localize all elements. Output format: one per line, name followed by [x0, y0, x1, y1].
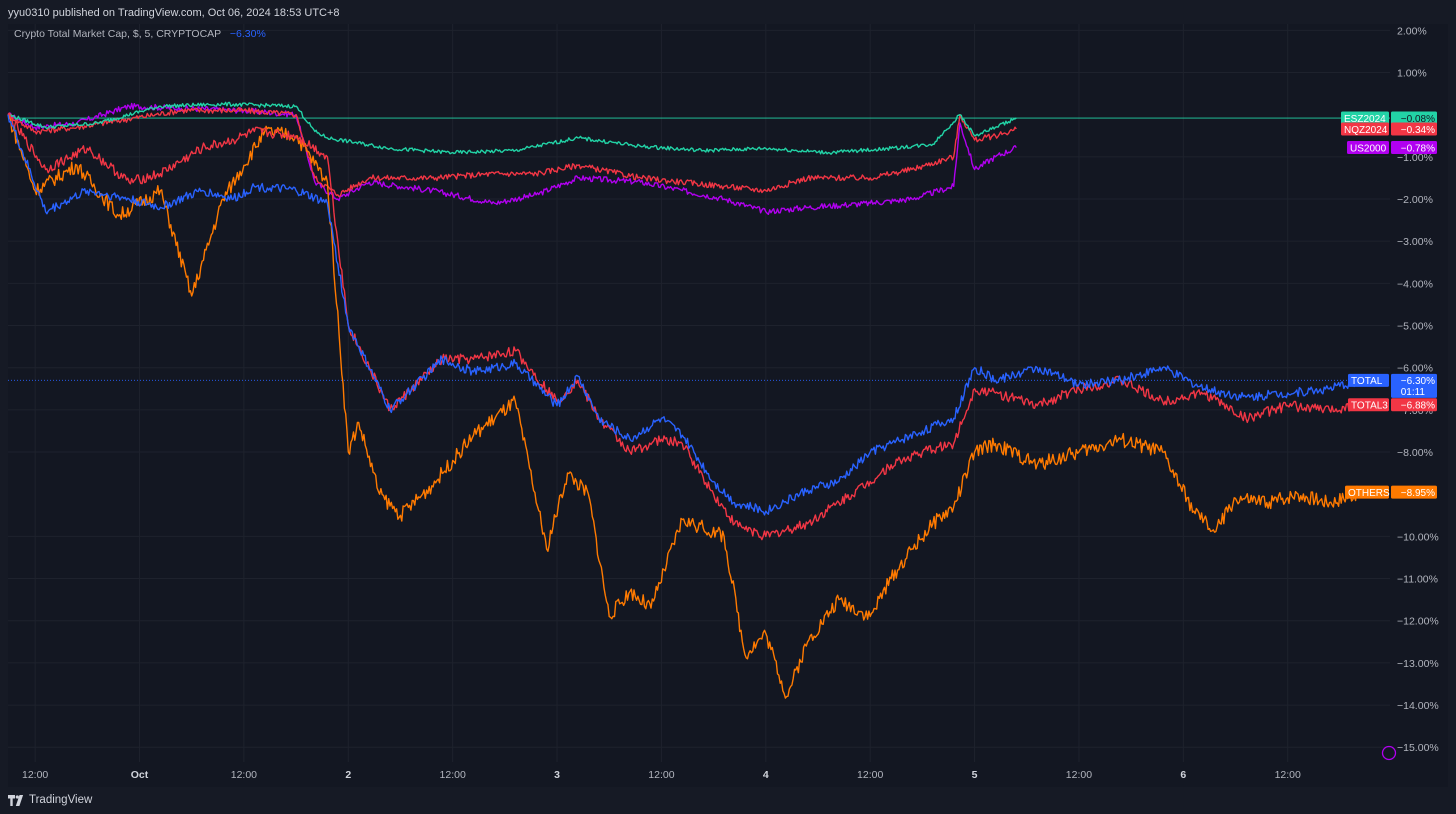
brand-label: TradingView: [29, 794, 93, 806]
series-tag-total: [1348, 373, 1389, 387]
y-tick-label-0: 2.00%: [1397, 25, 1427, 37]
x-tick-label-6: 12:00: [648, 769, 674, 781]
y-tick-label-10: −10.00%: [1397, 531, 1439, 543]
legend-change: −6.30%: [229, 28, 266, 40]
series-line-us2000: [7, 102, 1017, 215]
publisher-text: yyu0310 published on TradingView.com, Oc…: [8, 7, 340, 19]
x-tick-label-1: Oct: [131, 769, 149, 781]
y-tick-label-3: −2.00%: [1397, 194, 1433, 206]
series-tag-others: [1345, 485, 1389, 499]
x-tick-label-8: 12:00: [857, 769, 883, 781]
y-tick-label-2: −1.00%: [1397, 152, 1433, 164]
footer-bar: [0, 787, 1456, 814]
value-tag-esz2024: [1391, 111, 1437, 125]
value-tag-label-us2000: −0.78%: [1401, 143, 1435, 154]
series-tag-name-others: OTHERS: [1348, 488, 1390, 499]
series-line-nqz2024: [7, 107, 1017, 198]
x-tick-label-3: 2: [345, 769, 351, 781]
value-tag-us2000: [1391, 141, 1437, 155]
x-tick-label-5: 3: [554, 769, 560, 781]
value-tag-total: [1391, 373, 1437, 398]
legend-title: Crypto Total Market Cap, $, 5, CRYPTOCAP: [14, 28, 221, 40]
series-tag-us2000: [1347, 141, 1389, 155]
series-tag-name-nqz2024: NQZ2024: [1344, 125, 1388, 136]
x-tick-label-10: 12:00: [1066, 769, 1092, 781]
x-tick-label-9: 5: [972, 769, 978, 781]
series-line-esz2024: [7, 101, 1017, 155]
series-line-others: [7, 114, 1362, 699]
value-tag-label-total: −6.30%: [1401, 376, 1435, 387]
x-tick-label-7: 4: [763, 769, 769, 781]
y-tick-label-9: −8.00%: [1397, 447, 1433, 459]
value-tag-label-total3: −6.88%: [1401, 401, 1435, 412]
value-tag-label-others: −8.95%: [1401, 488, 1435, 499]
value-tag-label-nqz2024: −0.34%: [1401, 125, 1435, 136]
value-tag-label-esz2024: −0.08%: [1401, 114, 1435, 125]
y-tick-label-7: −6.00%: [1397, 363, 1433, 375]
y-tick-label-11: −11.00%: [1397, 574, 1438, 586]
y-tick-label-15: −15.00%: [1397, 742, 1439, 754]
series-tag-name-us2000: US2000: [1350, 143, 1387, 154]
x-tick-label-0: 12:00: [22, 769, 48, 781]
series-tag-name-total3: TOTAL3: [1351, 401, 1388, 412]
y-tick-label-6: −5.00%: [1397, 321, 1433, 333]
y-tick-label-13: −13.00%: [1397, 658, 1439, 670]
value-tag-total3: [1391, 398, 1437, 412]
tradingview-brand[interactable]: TradingView: [8, 794, 92, 806]
series-tag-name-esz2024: ESZ2024: [1344, 114, 1386, 125]
y-tick-label-4: −3.00%: [1397, 236, 1433, 248]
x-tick-label-4: 12:00: [440, 769, 466, 781]
x-tick-label-12: 12:00: [1275, 769, 1301, 781]
series-tag-esz2024: [1341, 111, 1389, 125]
series-line-total: [7, 114, 1362, 516]
y-tick-label-14: −14.00%: [1397, 700, 1439, 712]
symbol-legend[interactable]: Crypto Total Market Cap, $, 5, CRYPTOCAP…: [14, 28, 266, 40]
publisher-bar: yyu0310 published on TradingView.com, Oc…: [0, 0, 1456, 24]
y-tick-label-1: 1.00%: [1397, 67, 1427, 79]
x-tick-label-2: 12:00: [231, 769, 257, 781]
tradingview-logo-icon: [8, 794, 24, 806]
x-tick-label-11: 6: [1180, 769, 1186, 781]
alert-circle-icon: [1381, 745, 1397, 761]
series-line-total3: [7, 112, 1362, 541]
series-tag-total3: [1348, 398, 1389, 412]
chart-panel[interactable]: [8, 24, 1448, 787]
series-tag-nqz2024: [1341, 122, 1389, 136]
value-tag-others: [1391, 485, 1437, 499]
series-tag-name-total: TOTAL: [1351, 376, 1383, 387]
y-tick-label-12: −12.00%: [1397, 616, 1439, 628]
countdown-label: 01:11: [1401, 387, 1426, 398]
value-tag-nqz2024: [1391, 122, 1437, 136]
y-tick-label-5: −4.00%: [1397, 278, 1433, 290]
